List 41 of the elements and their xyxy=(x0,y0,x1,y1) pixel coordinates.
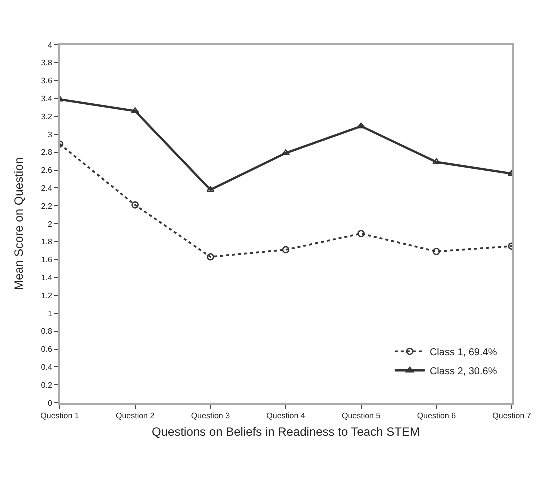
y-tick-label: 2.6 xyxy=(41,166,53,176)
y-tick-label: 1.2 xyxy=(41,291,53,300)
y-tick-label: 3.8 xyxy=(41,58,53,68)
y-tick-label: 2 xyxy=(48,220,53,229)
point xyxy=(206,186,215,192)
x-axis-title: Questions on Beliefs in Readiness to Teach STEM xyxy=(152,425,420,439)
legend-label: Class 2, 30.6% xyxy=(430,366,498,378)
point xyxy=(358,230,365,238)
y-tick-label: 0.4 xyxy=(41,363,53,372)
y-tick-label: 1 xyxy=(48,309,53,318)
point xyxy=(357,122,366,129)
x-tick-label: Question 4 xyxy=(266,412,306,421)
x-tick-label: Question 5 xyxy=(342,412,382,421)
x-tick-label: Question 2 xyxy=(116,412,156,421)
x-tick-label: Question 1 xyxy=(40,412,80,421)
y-tick-label: 2.2 xyxy=(41,202,53,211)
y-tick-label: 0 xyxy=(48,398,53,408)
point xyxy=(207,253,214,261)
x-tick-label: Question 3 xyxy=(191,412,231,421)
x-tick-label: Question 7 xyxy=(492,412,532,421)
y-tick-label: 1.8 xyxy=(41,238,53,247)
y-tick-label: 3.4 xyxy=(41,94,53,104)
y-tick-label: 3.6 xyxy=(41,76,53,86)
y-tick-label: 0.2 xyxy=(41,380,53,390)
y-tick-label: 1.4 xyxy=(41,274,53,282)
y-tick-label: 0.6 xyxy=(41,345,53,354)
y-tick-label: 3.2 xyxy=(41,112,53,122)
point xyxy=(132,202,139,209)
point xyxy=(433,248,440,256)
y-tick-label: 1.6 xyxy=(41,256,53,265)
y-tick-label: 0.8 xyxy=(41,327,53,336)
x-tick-label: Question 6 xyxy=(417,412,457,421)
y-tick-label: 2.8 xyxy=(41,148,53,158)
point xyxy=(432,158,441,164)
legend-label: Class 1, 69.4% xyxy=(430,348,498,358)
point xyxy=(282,246,290,254)
y-axis-title: Mean Score on Question xyxy=(12,158,26,290)
y-tick-label: 4 xyxy=(48,40,53,50)
y-tick-label: 3 xyxy=(48,130,53,140)
y-tick-label: 2.4 xyxy=(41,184,53,193)
point xyxy=(131,108,140,114)
